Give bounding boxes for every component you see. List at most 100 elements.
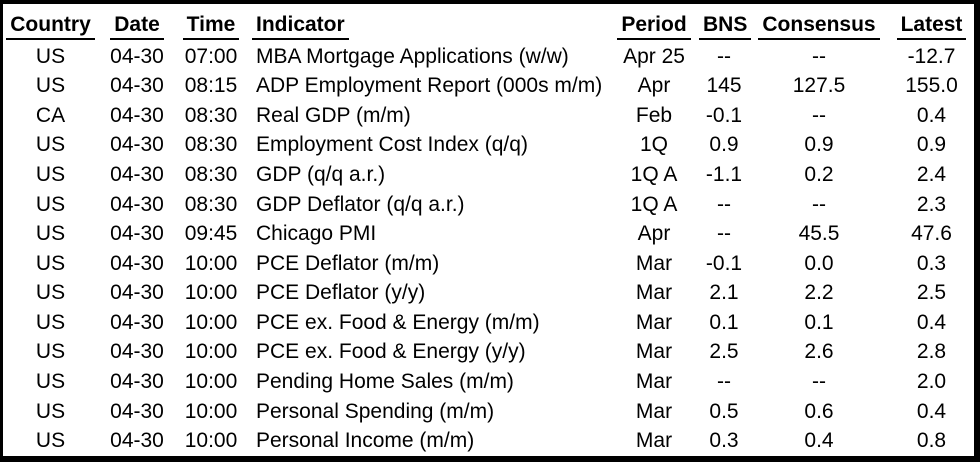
cell-country: CA [35, 103, 66, 127]
cell-country: US [35, 340, 66, 364]
cell-indicator: Real GDP (m/m) [256, 103, 411, 127]
column-header-bns: BNS [699, 4, 752, 42]
cell-date: 04-30 [110, 44, 164, 68]
cell-country: US [35, 251, 66, 275]
cell-time: 08:30 [184, 103, 238, 127]
table-body: US 04-30 07:00 MBA Mortgage Applications… [3, 42, 974, 456]
table-row: US 04-30 08:30 Employment Cost Index (q/… [3, 131, 974, 161]
cell-date: 04-30 [110, 399, 164, 423]
cell-bns: 2.1 [709, 281, 739, 305]
table-row: US 04-30 08:30 GDP Deflator (q/q a.r.) 1… [3, 190, 974, 220]
column-header-period-label: Period [617, 13, 691, 40]
cell-latest: 47.6 [911, 222, 952, 246]
cell-time: 07:00 [184, 44, 238, 68]
column-header-indicator: Indicator [246, 4, 609, 42]
cell-period: Mar [635, 340, 673, 364]
header-row: Country Date Time Indicator Period BNS C… [3, 4, 974, 42]
cell-bns: -- [717, 44, 731, 68]
cell-bns: -0.1 [705, 103, 743, 127]
cell-country: US [35, 429, 66, 453]
cell-period: Apr 25 [623, 44, 685, 68]
cell-consensus: 0.9 [804, 133, 834, 157]
cell-date: 04-30 [110, 133, 164, 157]
table-row: US 04-30 10:00 Pending Home Sales (m/m) … [3, 367, 974, 397]
cell-period: Mar [635, 310, 673, 334]
cell-date: 04-30 [110, 251, 164, 275]
cell-consensus: 0.0 [804, 251, 834, 275]
column-header-date: Date [98, 4, 176, 42]
cell-bns: -- [717, 369, 731, 393]
cell-indicator: Pending Home Sales (m/m) [256, 369, 514, 393]
cell-date: 04-30 [110, 340, 164, 364]
table-row: US 04-30 07:00 MBA Mortgage Applications… [3, 42, 974, 72]
cell-consensus: -- [812, 44, 826, 68]
cell-latest: 2.5 [916, 281, 947, 305]
cell-consensus: -- [812, 192, 826, 216]
cell-latest: 0.3 [916, 251, 947, 275]
column-header-period: Period [609, 4, 699, 42]
cell-country: US [35, 369, 66, 393]
cell-consensus: 0.4 [804, 429, 834, 453]
cell-time: 10:00 [184, 251, 238, 275]
cell-bns: 0.9 [709, 133, 739, 157]
cell-latest: 2.4 [916, 163, 947, 187]
cell-consensus: 2.2 [804, 281, 834, 305]
cell-country: US [35, 399, 66, 423]
cell-period: Mar [635, 369, 673, 393]
cell-date: 04-30 [110, 429, 164, 453]
cell-bns: -- [717, 192, 731, 216]
column-header-latest-label: Latest [896, 13, 967, 40]
cell-indicator: GDP Deflator (q/q a.r.) [256, 192, 465, 216]
cell-latest: 0.4 [916, 399, 947, 423]
cell-country: US [35, 281, 66, 305]
cell-period: 1Q [639, 133, 668, 157]
cell-period: Mar [635, 429, 673, 453]
table-row: CA 04-30 08:30 Real GDP (m/m) Feb -0.1 -… [3, 101, 974, 131]
cell-time: 08:30 [184, 133, 238, 157]
cell-period: Mar [635, 399, 673, 423]
cell-period: Feb [635, 103, 673, 127]
cell-indicator: GDP (q/q a.r.) [256, 163, 386, 187]
cell-bns: -0.1 [705, 251, 743, 275]
cell-latest: 2.3 [916, 192, 947, 216]
column-header-country: Country [3, 4, 98, 42]
cell-date: 04-30 [110, 103, 164, 127]
cell-date: 04-30 [110, 310, 164, 334]
cell-period: Apr [637, 222, 671, 246]
table-row: US 04-30 10:00 Personal Spending (m/m) M… [3, 397, 974, 427]
cell-date: 04-30 [110, 74, 164, 98]
cell-indicator: Employment Cost Index (q/q) [256, 133, 528, 157]
cell-time: 08:15 [184, 74, 238, 98]
cell-time: 10:00 [184, 310, 238, 334]
cell-period: Mar [635, 281, 673, 305]
column-header-bns-label: BNS [699, 13, 752, 40]
table-row: US 04-30 10:00 PCE Deflator (y/y) Mar 2.… [3, 279, 974, 309]
cell-indicator: MBA Mortgage Applications (w/w) [256, 44, 569, 68]
cell-country: US [35, 74, 66, 98]
cell-time: 10:00 [184, 429, 238, 453]
column-header-consensus-label: Consensus [758, 13, 880, 40]
cell-date: 04-30 [110, 222, 164, 246]
cell-country: US [35, 310, 66, 334]
cell-date: 04-30 [110, 281, 164, 305]
cell-country: US [35, 222, 66, 246]
cell-time: 10:00 [184, 399, 238, 423]
cell-indicator: Personal Spending (m/m) [256, 399, 495, 423]
cell-latest: 0.8 [916, 429, 947, 453]
cell-bns: 0.1 [709, 310, 739, 334]
cell-indicator: PCE ex. Food & Energy (m/m) [256, 310, 540, 334]
cell-indicator: Chicago PMI [256, 222, 377, 246]
table-row: US 04-30 08:30 GDP (q/q a.r.) 1Q A -1.1 … [3, 160, 974, 190]
cell-period: Apr [637, 74, 671, 98]
cell-consensus: -- [812, 369, 826, 393]
table-row: US 04-30 08:15 ADP Employment Report (00… [3, 72, 974, 102]
cell-consensus: 2.6 [804, 340, 834, 364]
column-header-indicator-label: Indicator [252, 13, 349, 40]
cell-period: 1Q A [630, 163, 678, 187]
cell-latest: 155.0 [905, 74, 958, 98]
cell-period: Mar [635, 251, 673, 275]
cell-date: 04-30 [110, 192, 164, 216]
column-header-time-label: Time [182, 13, 240, 40]
column-header-time: Time [176, 4, 246, 42]
